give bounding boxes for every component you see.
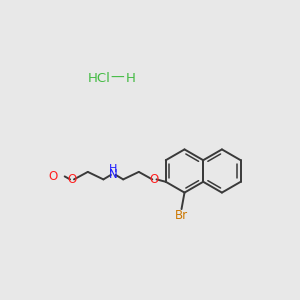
Text: H: H [126, 71, 135, 85]
Text: HCl: HCl [88, 71, 110, 85]
Text: —: — [110, 71, 124, 85]
Text: O: O [150, 173, 159, 186]
Text: N: N [109, 168, 118, 182]
Text: O: O [48, 170, 57, 183]
Text: Br: Br [175, 209, 188, 222]
Text: H: H [109, 164, 118, 175]
Text: O: O [68, 173, 77, 186]
